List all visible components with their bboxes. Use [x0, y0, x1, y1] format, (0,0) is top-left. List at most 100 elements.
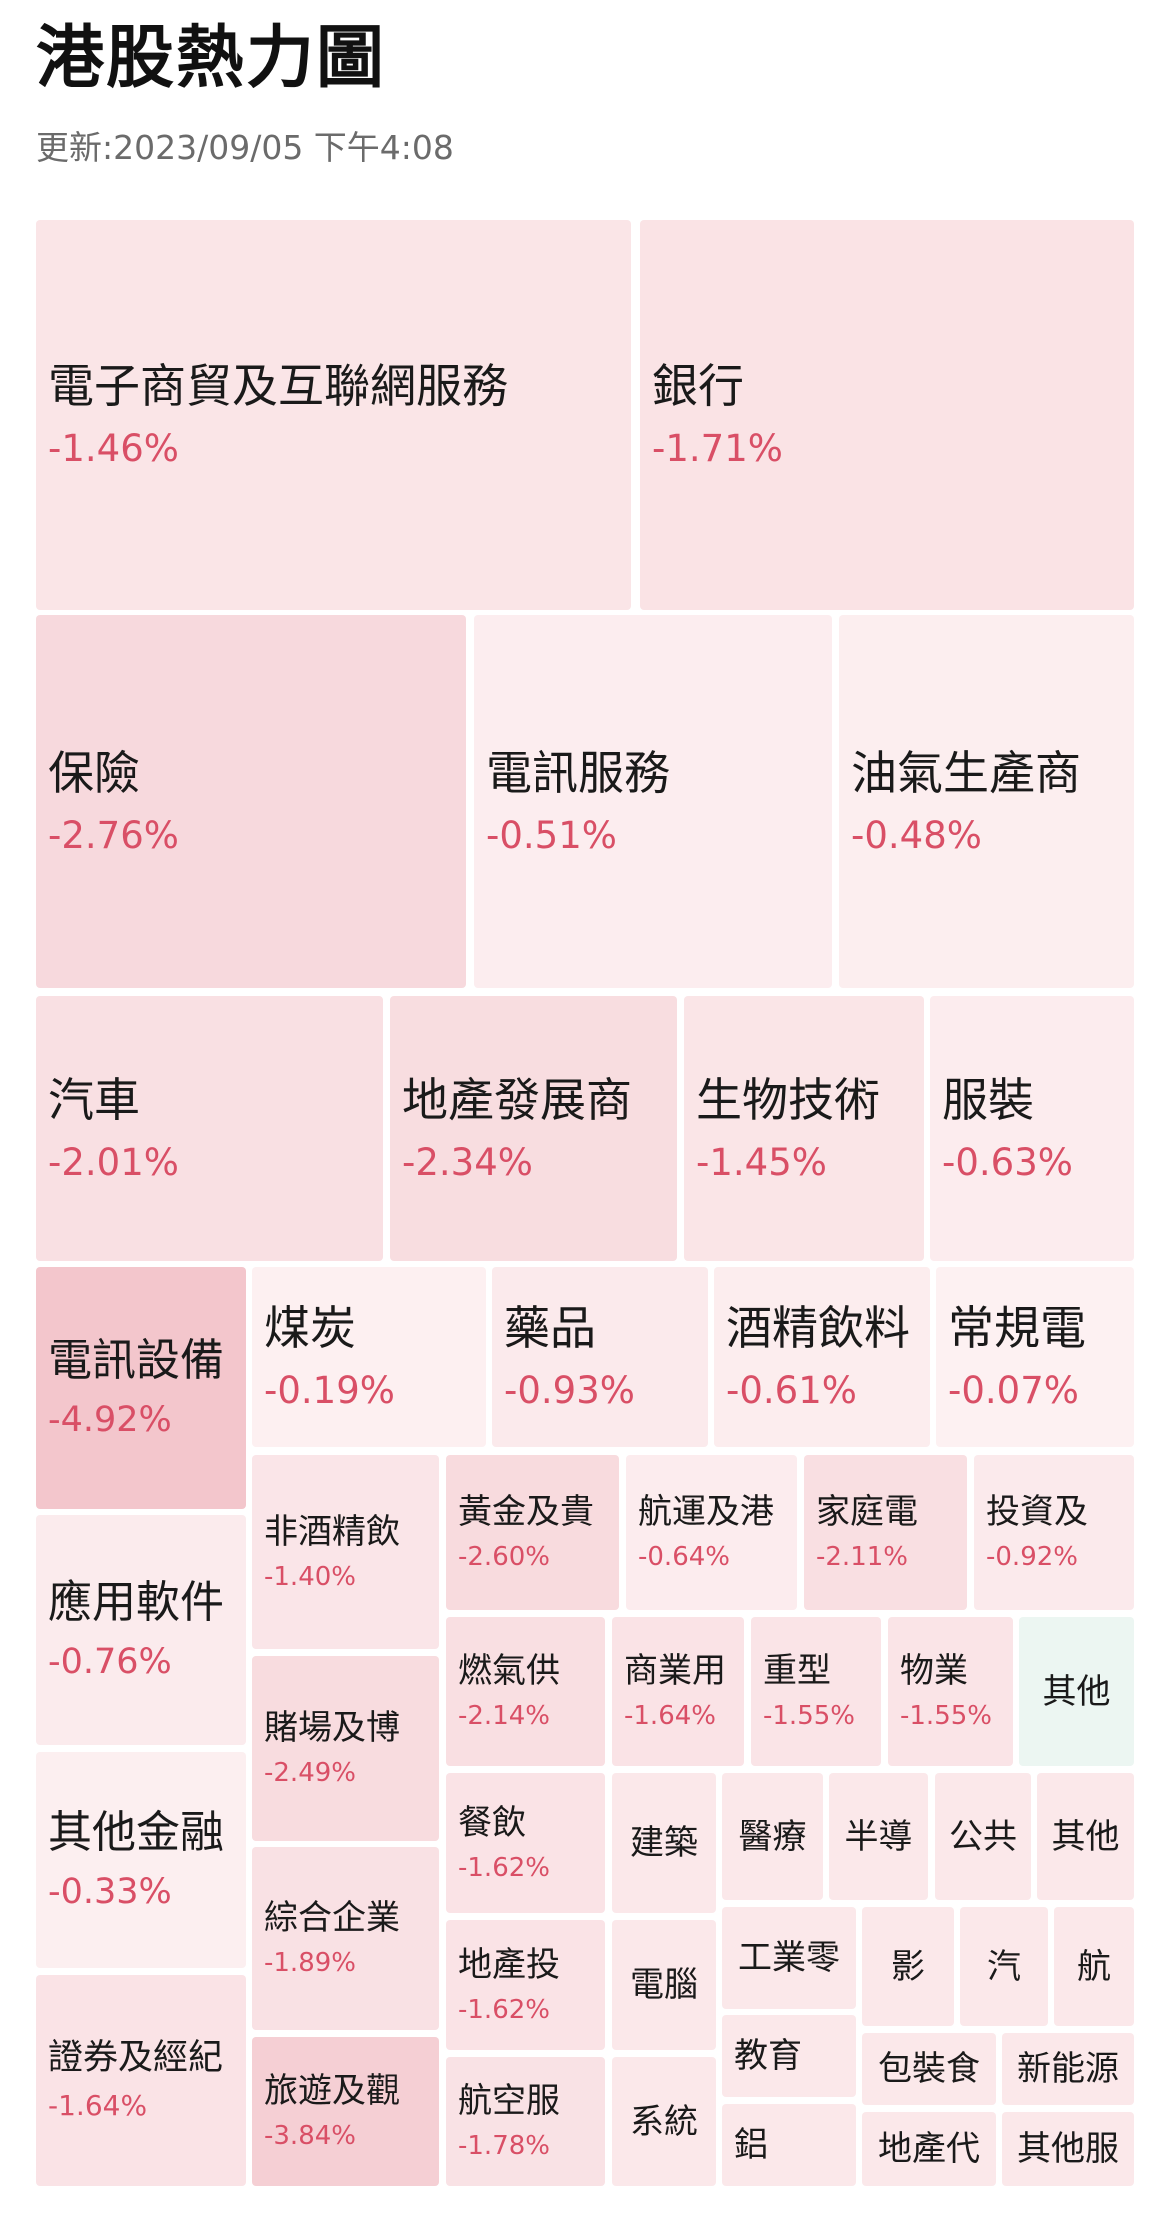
sector-name: 汽 — [987, 1946, 1021, 1987]
updated-timestamp: 更新:2023/09/05 下午4:08 — [36, 128, 454, 167]
sector-name: 包裝食 — [878, 2049, 980, 2089]
sector-name: 旅遊及觀 — [264, 2071, 400, 2111]
sector-name: 航運及港 — [638, 1492, 774, 1532]
sector-name: 物業 — [900, 1651, 968, 1691]
sector-tile[interactable]: 藥品 -0.93% — [492, 1267, 708, 1447]
sector-tile[interactable]: 保險 -2.76% — [36, 615, 466, 988]
sector-tile[interactable]: 煤炭 -0.19% — [252, 1267, 486, 1447]
sector-tile[interactable]: 證券及經紀 -1.64% — [36, 1975, 246, 2186]
sector-tile[interactable]: 重型 -1.55% — [751, 1617, 881, 1766]
sector-name: 賭場及博 — [264, 1708, 400, 1748]
sector-name: 汽車 — [48, 1073, 140, 1127]
sector-name: 工業零 — [738, 1938, 840, 1978]
sector-name: 應用軟件 — [48, 1577, 224, 1628]
sector-name: 其他 — [1051, 1816, 1120, 1857]
sector-tile[interactable]: 非酒精飲 -1.40% — [252, 1455, 439, 1649]
sector-tile[interactable]: 家庭電 -2.11% — [804, 1455, 967, 1610]
sector-change: -2.76% — [48, 814, 179, 857]
sector-name: 綜合企業 — [264, 1898, 400, 1938]
sector-name: 航空服 — [458, 2081, 560, 2121]
sector-tile[interactable]: 其他 — [1037, 1773, 1134, 1900]
sector-tile[interactable]: 半導 — [829, 1773, 928, 1900]
sector-tile[interactable]: 電訊設備 -4.92% — [36, 1267, 246, 1509]
sector-tile[interactable]: 物業 -1.55% — [888, 1617, 1013, 1766]
sector-tile[interactable]: 其他金融 -0.33% — [36, 1752, 246, 1968]
sector-change: -1.55% — [900, 1701, 992, 1731]
sector-tile[interactable]: 應用軟件 -0.76% — [36, 1515, 246, 1745]
sector-name: 電訊服務 — [486, 746, 670, 800]
sector-name: 電訊設備 — [48, 1335, 224, 1386]
sector-name: 銀行 — [652, 359, 744, 413]
sector-tile[interactable]: 旅遊及觀 -3.84% — [252, 2037, 439, 2186]
sector-name: 影 — [891, 1946, 925, 1987]
sector-name: 電腦 — [630, 1965, 698, 2005]
sector-name: 醫療 — [738, 1816, 807, 1857]
sector-change: -0.64% — [638, 1542, 730, 1572]
sector-tile[interactable]: 地產發展商 -2.34% — [390, 996, 677, 1261]
sector-name: 鋁 — [734, 2125, 768, 2165]
sector-change: -2.01% — [48, 1141, 179, 1184]
sector-change: -0.61% — [726, 1369, 857, 1412]
sector-change: -0.92% — [986, 1542, 1078, 1572]
sector-change: -1.64% — [624, 1701, 716, 1731]
sector-tile[interactable]: 投資及 -0.92% — [974, 1455, 1134, 1610]
sector-tile[interactable]: 工業零 — [722, 1907, 856, 2009]
sector-tile[interactable]: 黃金及貴 -2.60% — [446, 1455, 619, 1610]
sector-tile[interactable]: 油氣生產商 -0.48% — [839, 615, 1134, 988]
sector-name: 半導 — [844, 1816, 913, 1857]
sector-tile[interactable]: 電子商貿及互聯網服務 -1.46% — [36, 220, 631, 610]
sector-name: 藥品 — [504, 1301, 596, 1355]
sector-tile[interactable]: 常規電 -0.07% — [936, 1267, 1134, 1447]
sector-name: 油氣生產商 — [851, 746, 1081, 800]
sector-change: -1.46% — [48, 427, 179, 470]
sector-name: 家庭電 — [816, 1492, 918, 1532]
sector-tile[interactable]: 包裝食 — [862, 2033, 996, 2105]
sector-name: 其他金融 — [48, 1807, 224, 1858]
sector-name: 地產代 — [878, 2129, 980, 2169]
sector-tile[interactable]: 系統 — [612, 2057, 716, 2186]
sector-tile[interactable]: 鋁 — [722, 2104, 856, 2186]
sector-tile[interactable]: 航運及港 -0.64% — [626, 1455, 797, 1610]
sector-name: 商業用 — [624, 1651, 726, 1691]
sector-tile[interactable]: 地產代 — [862, 2112, 996, 2186]
sector-change: -0.63% — [942, 1141, 1073, 1184]
sector-change: -2.60% — [458, 1542, 550, 1572]
sector-tile[interactable]: 汽 — [960, 1907, 1048, 2026]
sector-tile[interactable]: 影 — [862, 1907, 954, 2026]
sector-change: -1.55% — [763, 1701, 855, 1731]
sector-tile[interactable]: 賭場及博 -2.49% — [252, 1656, 439, 1841]
sector-tile[interactable]: 航空服 -1.78% — [446, 2057, 605, 2186]
sector-tile[interactable]: 其他服 — [1002, 2112, 1134, 2186]
sector-tile[interactable]: 服裝 -0.63% — [930, 996, 1134, 1261]
sector-tile[interactable]: 酒精飲料 -0.61% — [714, 1267, 930, 1447]
sector-tile[interactable]: 燃氣供 -2.14% — [446, 1617, 605, 1766]
sector-tile[interactable]: 銀行 -1.71% — [640, 220, 1134, 610]
sector-tile[interactable]: 電訊服務 -0.51% — [474, 615, 832, 988]
sector-change: -1.89% — [264, 1948, 356, 1978]
sector-tile[interactable]: 公共 — [935, 1773, 1031, 1900]
sector-name: 煤炭 — [264, 1301, 356, 1355]
sector-tile[interactable]: 醫療 — [722, 1773, 823, 1900]
sector-change: -1.40% — [264, 1562, 356, 1592]
sector-name: 教育 — [734, 2036, 802, 2076]
sector-tile[interactable]: 航 — [1054, 1907, 1134, 2026]
sector-tile[interactable]: 建築 — [612, 1773, 716, 1913]
sector-tile[interactable]: 教育 — [722, 2015, 856, 2097]
sector-change: -4.92% — [48, 1400, 172, 1440]
sector-change: -2.11% — [816, 1542, 908, 1572]
sector-tile[interactable]: 其他 — [1019, 1617, 1134, 1766]
sector-tile[interactable]: 商業用 -1.64% — [612, 1617, 744, 1766]
sector-tile[interactable]: 地產投 -1.62% — [446, 1920, 605, 2050]
sector-change: -1.45% — [696, 1141, 827, 1184]
sector-change: -2.49% — [264, 1758, 356, 1788]
sector-tile[interactable]: 汽車 -2.01% — [36, 996, 383, 1261]
sector-tile[interactable]: 綜合企業 -1.89% — [252, 1847, 439, 2030]
sector-change: -0.48% — [851, 814, 982, 857]
sector-tile[interactable]: 新能源 — [1002, 2033, 1134, 2105]
sector-name: 證券及經紀 — [48, 2038, 224, 2078]
sector-change: -3.84% — [264, 2121, 356, 2151]
sector-tile[interactable]: 餐飲 -1.62% — [446, 1773, 605, 1913]
sector-tile[interactable]: 生物技術 -1.45% — [684, 996, 924, 1261]
sector-tile[interactable]: 電腦 — [612, 1920, 716, 2050]
